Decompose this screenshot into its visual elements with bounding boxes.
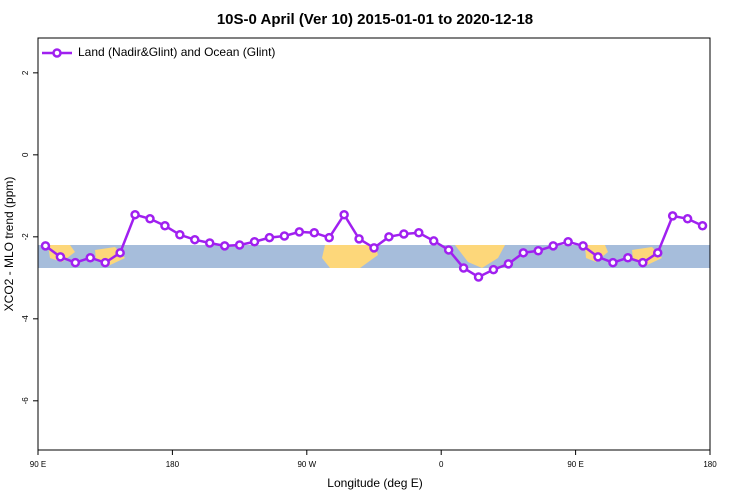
data-point — [204, 238, 215, 248]
data-point — [578, 241, 588, 251]
legend-marker — [52, 48, 62, 58]
x-tick-label: 180 — [166, 460, 180, 469]
y-tick-label: -6 — [21, 397, 30, 405]
data-point — [697, 221, 708, 231]
y-tick-label: -2 — [21, 233, 30, 241]
data-point — [160, 221, 170, 231]
data-point — [309, 227, 320, 238]
data-point — [100, 257, 110, 268]
x-tick-label: 90 W — [297, 460, 316, 469]
data-point — [503, 259, 514, 269]
chart-title: 10S-0 April (Ver 10) 2015-01-01 to 2020-… — [217, 11, 533, 28]
x-tick-label: 0 — [439, 460, 444, 469]
data-point — [384, 232, 394, 242]
data-point — [339, 209, 349, 220]
data-point — [354, 234, 364, 244]
data-point — [70, 257, 81, 268]
data-point — [279, 231, 290, 241]
data-point — [667, 211, 678, 221]
data-point — [428, 236, 439, 246]
data-point — [533, 246, 544, 256]
data-point — [234, 240, 245, 250]
data-point — [130, 209, 140, 220]
data-point — [145, 214, 155, 224]
x-tick-label: 90 E — [567, 460, 583, 469]
x-axis-label: Longitude (deg E) — [327, 476, 422, 490]
data-point — [115, 248, 125, 258]
data-point — [294, 227, 305, 237]
data-point — [190, 234, 200, 245]
data-point — [488, 264, 499, 275]
data-point — [473, 272, 484, 282]
data-point — [414, 227, 424, 238]
data-point — [518, 248, 529, 258]
data-point — [264, 232, 275, 243]
y-axis-label: XCO2 - MLO trend (ppm) — [2, 177, 16, 312]
data-point — [249, 236, 260, 247]
y-tick-label: 0 — [21, 152, 30, 157]
data-point — [399, 229, 409, 239]
data-point — [443, 245, 454, 255]
data-point — [652, 248, 663, 258]
data-point — [324, 232, 334, 243]
data-point — [55, 252, 66, 262]
data-point — [638, 257, 648, 268]
x-tick-label: 180 — [703, 460, 717, 469]
data-point — [175, 230, 185, 240]
data-point — [219, 241, 230, 251]
data-point — [593, 252, 603, 262]
data-point — [623, 252, 633, 263]
data-point — [458, 263, 469, 273]
data-point — [608, 257, 618, 268]
data-point — [682, 214, 693, 224]
data-point — [548, 241, 558, 251]
y-tick-label: 2 — [21, 70, 30, 75]
y-tick-label: -4 — [21, 315, 30, 323]
plot-frame — [37, 37, 711, 451]
data-point — [40, 241, 51, 251]
legend-label: Land (Nadir&Glint) and Ocean (Glint) — [78, 45, 275, 59]
data-point — [563, 236, 573, 247]
data-point — [85, 252, 96, 263]
data-point — [369, 243, 379, 253]
x-tick-label: 90 E — [30, 460, 46, 469]
